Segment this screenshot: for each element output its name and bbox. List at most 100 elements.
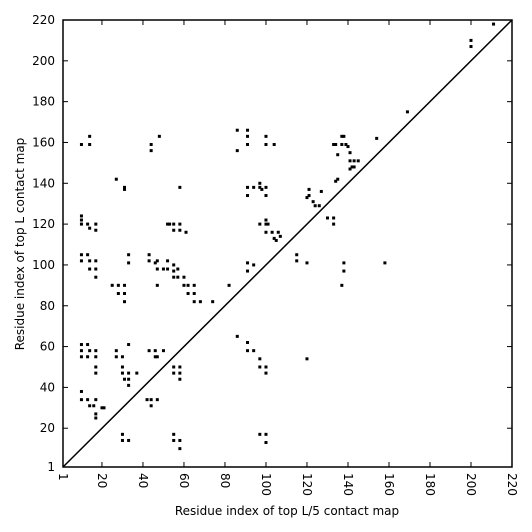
contact-point <box>178 365 182 369</box>
contact-point <box>86 253 90 257</box>
contact-point <box>155 398 159 402</box>
contact-point <box>166 267 170 271</box>
contact-point <box>168 222 172 226</box>
contact-point <box>178 228 182 232</box>
contact-point <box>172 222 176 226</box>
contact-point <box>295 259 299 263</box>
contact-point <box>172 438 176 442</box>
contact-point <box>178 438 182 442</box>
contact-point <box>155 283 159 287</box>
contact-point <box>274 238 278 242</box>
contact-point <box>211 300 215 304</box>
contact-point <box>147 253 151 257</box>
contact-point <box>352 159 356 163</box>
contact-point <box>272 143 276 147</box>
x-tick-label: 60 <box>177 473 191 488</box>
contact-point <box>198 300 202 304</box>
contact-point <box>127 343 131 347</box>
contact-point <box>127 377 131 381</box>
contact-point <box>186 283 190 287</box>
contact-point <box>332 216 336 220</box>
contact-point <box>192 283 196 287</box>
x-tick-label: 180 <box>423 473 437 496</box>
contact-point <box>252 263 256 267</box>
contact-point <box>258 357 262 361</box>
contact-point <box>264 194 268 198</box>
contact-point <box>342 134 346 138</box>
contact-point <box>94 222 98 226</box>
contact-point <box>116 283 120 287</box>
x-tick-label: 40 <box>136 473 150 488</box>
contact-point <box>166 259 170 263</box>
contact-point <box>307 187 311 191</box>
contact-point <box>147 259 151 263</box>
contact-point <box>120 355 124 359</box>
contact-point <box>153 261 157 265</box>
contact-point <box>102 406 106 410</box>
contact-point <box>336 153 340 157</box>
contact-point <box>157 134 161 138</box>
contact-point <box>172 365 176 369</box>
contact-point <box>94 228 98 232</box>
contact-point <box>120 371 124 375</box>
contact-point <box>264 143 268 147</box>
x-tick-label: 140 <box>341 473 355 496</box>
contact-point <box>246 194 250 198</box>
contact-point <box>172 228 176 232</box>
contact-point <box>235 149 239 153</box>
contact-point <box>155 355 159 359</box>
contact-point <box>88 143 92 147</box>
contact-point <box>172 371 176 375</box>
contact-point <box>235 128 239 132</box>
contact-point <box>258 185 262 189</box>
contact-point <box>94 416 98 420</box>
contact-point <box>116 292 120 296</box>
contact-point <box>375 136 379 140</box>
contact-point <box>147 349 151 353</box>
contact-point <box>178 222 182 226</box>
contact-point <box>246 340 250 344</box>
contact-point <box>135 371 139 375</box>
contact-point <box>86 398 90 402</box>
contact-point <box>172 263 176 267</box>
x-tick-label: 1 <box>56 473 70 481</box>
x-tick-label: 120 <box>300 473 314 496</box>
contact-point <box>227 283 231 287</box>
contact-point <box>153 355 157 359</box>
contact-point <box>178 371 182 375</box>
contact-point <box>348 159 352 163</box>
contact-point <box>123 292 127 296</box>
contact-point <box>94 259 98 263</box>
contact-point <box>79 259 83 263</box>
contact-point <box>123 283 127 287</box>
contact-point <box>172 432 176 436</box>
contact-point <box>346 145 350 149</box>
contact-point <box>246 134 250 138</box>
contact-point <box>88 134 92 138</box>
contact-point <box>246 349 250 353</box>
contact-point <box>155 267 159 271</box>
contact-point <box>88 226 92 230</box>
contact-point <box>264 218 268 222</box>
contact-point <box>246 269 250 273</box>
y-tick-label: 80 <box>40 299 55 313</box>
y-tick-label: 1 <box>47 460 55 474</box>
contact-point <box>246 128 250 132</box>
contact-point <box>114 355 118 359</box>
contact-point <box>383 261 387 265</box>
contact-point <box>149 404 153 408</box>
contact-point <box>120 365 124 369</box>
contact-point <box>94 349 98 353</box>
contact-point <box>88 404 92 408</box>
contact-point <box>123 300 127 304</box>
contact-point <box>161 267 165 271</box>
contact-point <box>100 406 104 410</box>
contact-point <box>176 267 180 271</box>
contact-point <box>94 398 98 402</box>
contact-point <box>127 261 131 265</box>
contact-point <box>192 292 196 296</box>
contact-point <box>332 222 336 226</box>
y-tick-label: 200 <box>32 54 55 68</box>
contact-point <box>272 236 276 240</box>
contact-point <box>153 349 157 353</box>
